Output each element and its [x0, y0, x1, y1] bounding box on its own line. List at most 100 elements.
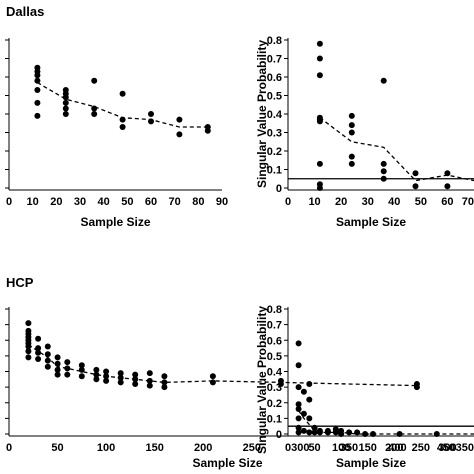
data-point — [413, 384, 420, 391]
data-point — [209, 373, 216, 380]
y-axis-title: Singular Value Probability — [255, 40, 269, 188]
y-tick-label: 0.2 — [267, 146, 282, 158]
data-point — [209, 379, 216, 386]
data-point — [64, 371, 71, 378]
data-point — [93, 371, 100, 378]
data-point — [324, 429, 331, 436]
data-point — [316, 118, 323, 125]
x-axis-title: Sample Size — [192, 456, 262, 470]
data-point — [62, 94, 69, 101]
data-point — [161, 384, 168, 391]
data-point — [64, 365, 71, 372]
data-point — [103, 373, 110, 380]
data-point — [91, 77, 98, 84]
x-tick-label: 80 — [192, 196, 204, 208]
data-point — [346, 429, 353, 436]
data-point — [295, 340, 302, 347]
data-point — [362, 431, 369, 437]
data-point — [295, 362, 302, 369]
data-point — [295, 415, 302, 422]
data-point — [316, 72, 323, 79]
x-tick-label: 0 — [6, 196, 12, 208]
data-point — [35, 335, 42, 342]
data-point — [412, 183, 419, 190]
mean-trend-line — [319, 117, 474, 182]
data-point — [306, 429, 313, 436]
hcp-accuracy-panel: 0 50 100 150 200 250 300 350 400 450 Sample Size — [5, 307, 455, 470]
x-tick-label: 150 — [145, 442, 163, 454]
data-point — [146, 370, 153, 377]
data-point — [132, 381, 139, 387]
dallas-accuracy-panel: 0 10 20 30 40 50 60 70 80 90 Sample Size — [5, 38, 228, 229]
y-tick-label: 0.7 — [267, 54, 282, 66]
data-point — [176, 131, 183, 138]
data-point — [35, 356, 42, 362]
data-point — [93, 376, 100, 383]
data-point — [161, 373, 168, 380]
x-tick-label: 0 — [285, 196, 291, 208]
data-point — [44, 363, 51, 370]
data-point — [44, 343, 51, 350]
data-point — [316, 185, 323, 191]
x-tick-label: 30 — [362, 196, 374, 208]
data-point — [316, 55, 323, 62]
data-point — [380, 175, 387, 182]
x-tick-label: 100 — [332, 442, 350, 454]
mean-trend-line — [28, 344, 417, 387]
data-point — [103, 377, 110, 384]
section-label-hcp: HCP — [6, 275, 34, 290]
data-point — [146, 382, 153, 389]
x-axis-title: Sample Size — [336, 456, 406, 470]
data-point — [25, 343, 32, 350]
x-tick-label: 10 — [308, 196, 320, 208]
x-tick-label: 70 — [169, 196, 181, 208]
x-tick-label: 350 — [456, 442, 474, 454]
x-tick-label: 300 — [291, 442, 309, 454]
data-point — [338, 431, 345, 437]
data-point — [91, 105, 98, 112]
data-point — [119, 90, 126, 97]
data-point — [300, 410, 307, 417]
data-point — [380, 168, 387, 175]
mean-trend-line — [298, 410, 474, 435]
data-point — [34, 72, 41, 79]
data-point — [91, 111, 98, 117]
data-point — [161, 379, 168, 386]
data-point — [34, 112, 41, 119]
data-point — [54, 354, 61, 361]
data-point — [176, 116, 183, 123]
data-point — [412, 170, 419, 177]
y-tick-label: 0 — [276, 183, 282, 195]
x-tick-label: 70 — [462, 196, 474, 208]
y-tick-label: 0.6 — [267, 72, 282, 84]
data-point — [103, 368, 110, 375]
y-axis-title: Singular Value Probability — [255, 306, 269, 454]
data-point — [132, 371, 139, 378]
y-tick-label: 0.8 — [267, 35, 282, 47]
x-tick-label: 200 — [385, 442, 403, 454]
data-point — [44, 357, 51, 364]
data-point — [380, 77, 387, 84]
x-tick-label: 90 — [216, 196, 228, 208]
data-point — [34, 87, 41, 93]
data-point — [62, 99, 69, 106]
data-point — [354, 429, 361, 436]
y-tick-label: 0.8 — [267, 304, 282, 316]
data-point — [295, 429, 302, 436]
data-point — [295, 406, 302, 412]
data-point — [78, 373, 85, 380]
y-tick-label: 0.5 — [267, 91, 282, 103]
data-point — [396, 431, 403, 437]
data-point — [119, 124, 126, 130]
data-point — [35, 345, 42, 352]
x-tick-label: 0 — [6, 442, 12, 454]
x-tick-label: 50 — [121, 196, 133, 208]
data-point — [295, 424, 302, 431]
x-tick-label: 50 — [415, 196, 427, 208]
x-tick-label: 100 — [97, 442, 115, 454]
data-point — [132, 376, 139, 383]
data-point — [277, 381, 284, 387]
x-tick-label: 150 — [359, 442, 377, 454]
data-point — [295, 384, 302, 391]
